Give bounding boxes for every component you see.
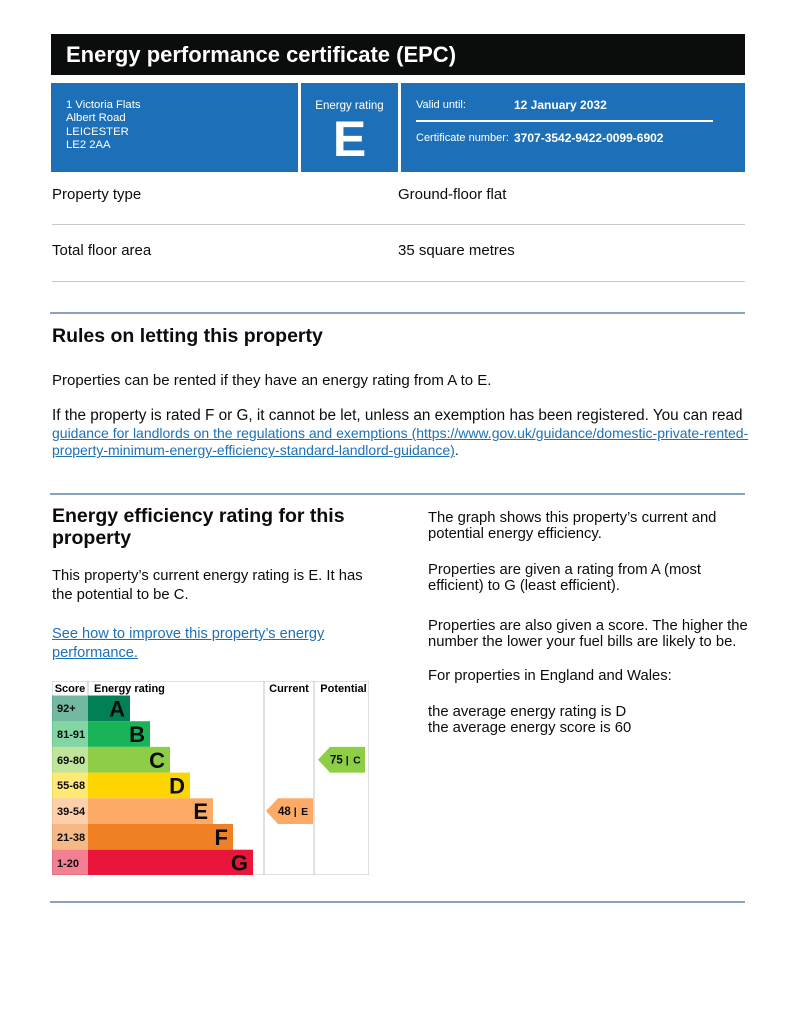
svg-text:48 | E: 48 | E xyxy=(278,806,308,818)
svg-text:81-91: 81-91 xyxy=(57,729,85,741)
svg-text:75 | C: 75 | C xyxy=(330,755,361,767)
svg-text:D: D xyxy=(169,774,185,799)
svg-text:69-80: 69-80 xyxy=(57,755,85,767)
svg-text:Potential: Potential xyxy=(320,683,366,695)
svg-text:1-20: 1-20 xyxy=(57,858,79,870)
svg-text:55-68: 55-68 xyxy=(57,780,85,792)
svg-text:A: A xyxy=(109,697,125,722)
svg-text:G: G xyxy=(231,851,248,876)
svg-text:Current: Current xyxy=(269,683,309,695)
svg-text:Energy rating: Energy rating xyxy=(94,683,165,695)
svg-text:39-54: 39-54 xyxy=(57,806,86,818)
svg-text:Score: Score xyxy=(55,683,86,695)
svg-text:C: C xyxy=(149,748,165,773)
svg-text:B: B xyxy=(129,722,145,747)
svg-text:F: F xyxy=(215,825,228,850)
svg-text:21-38: 21-38 xyxy=(57,832,85,844)
svg-text:E: E xyxy=(193,799,208,824)
svg-text:92+: 92+ xyxy=(57,703,76,715)
